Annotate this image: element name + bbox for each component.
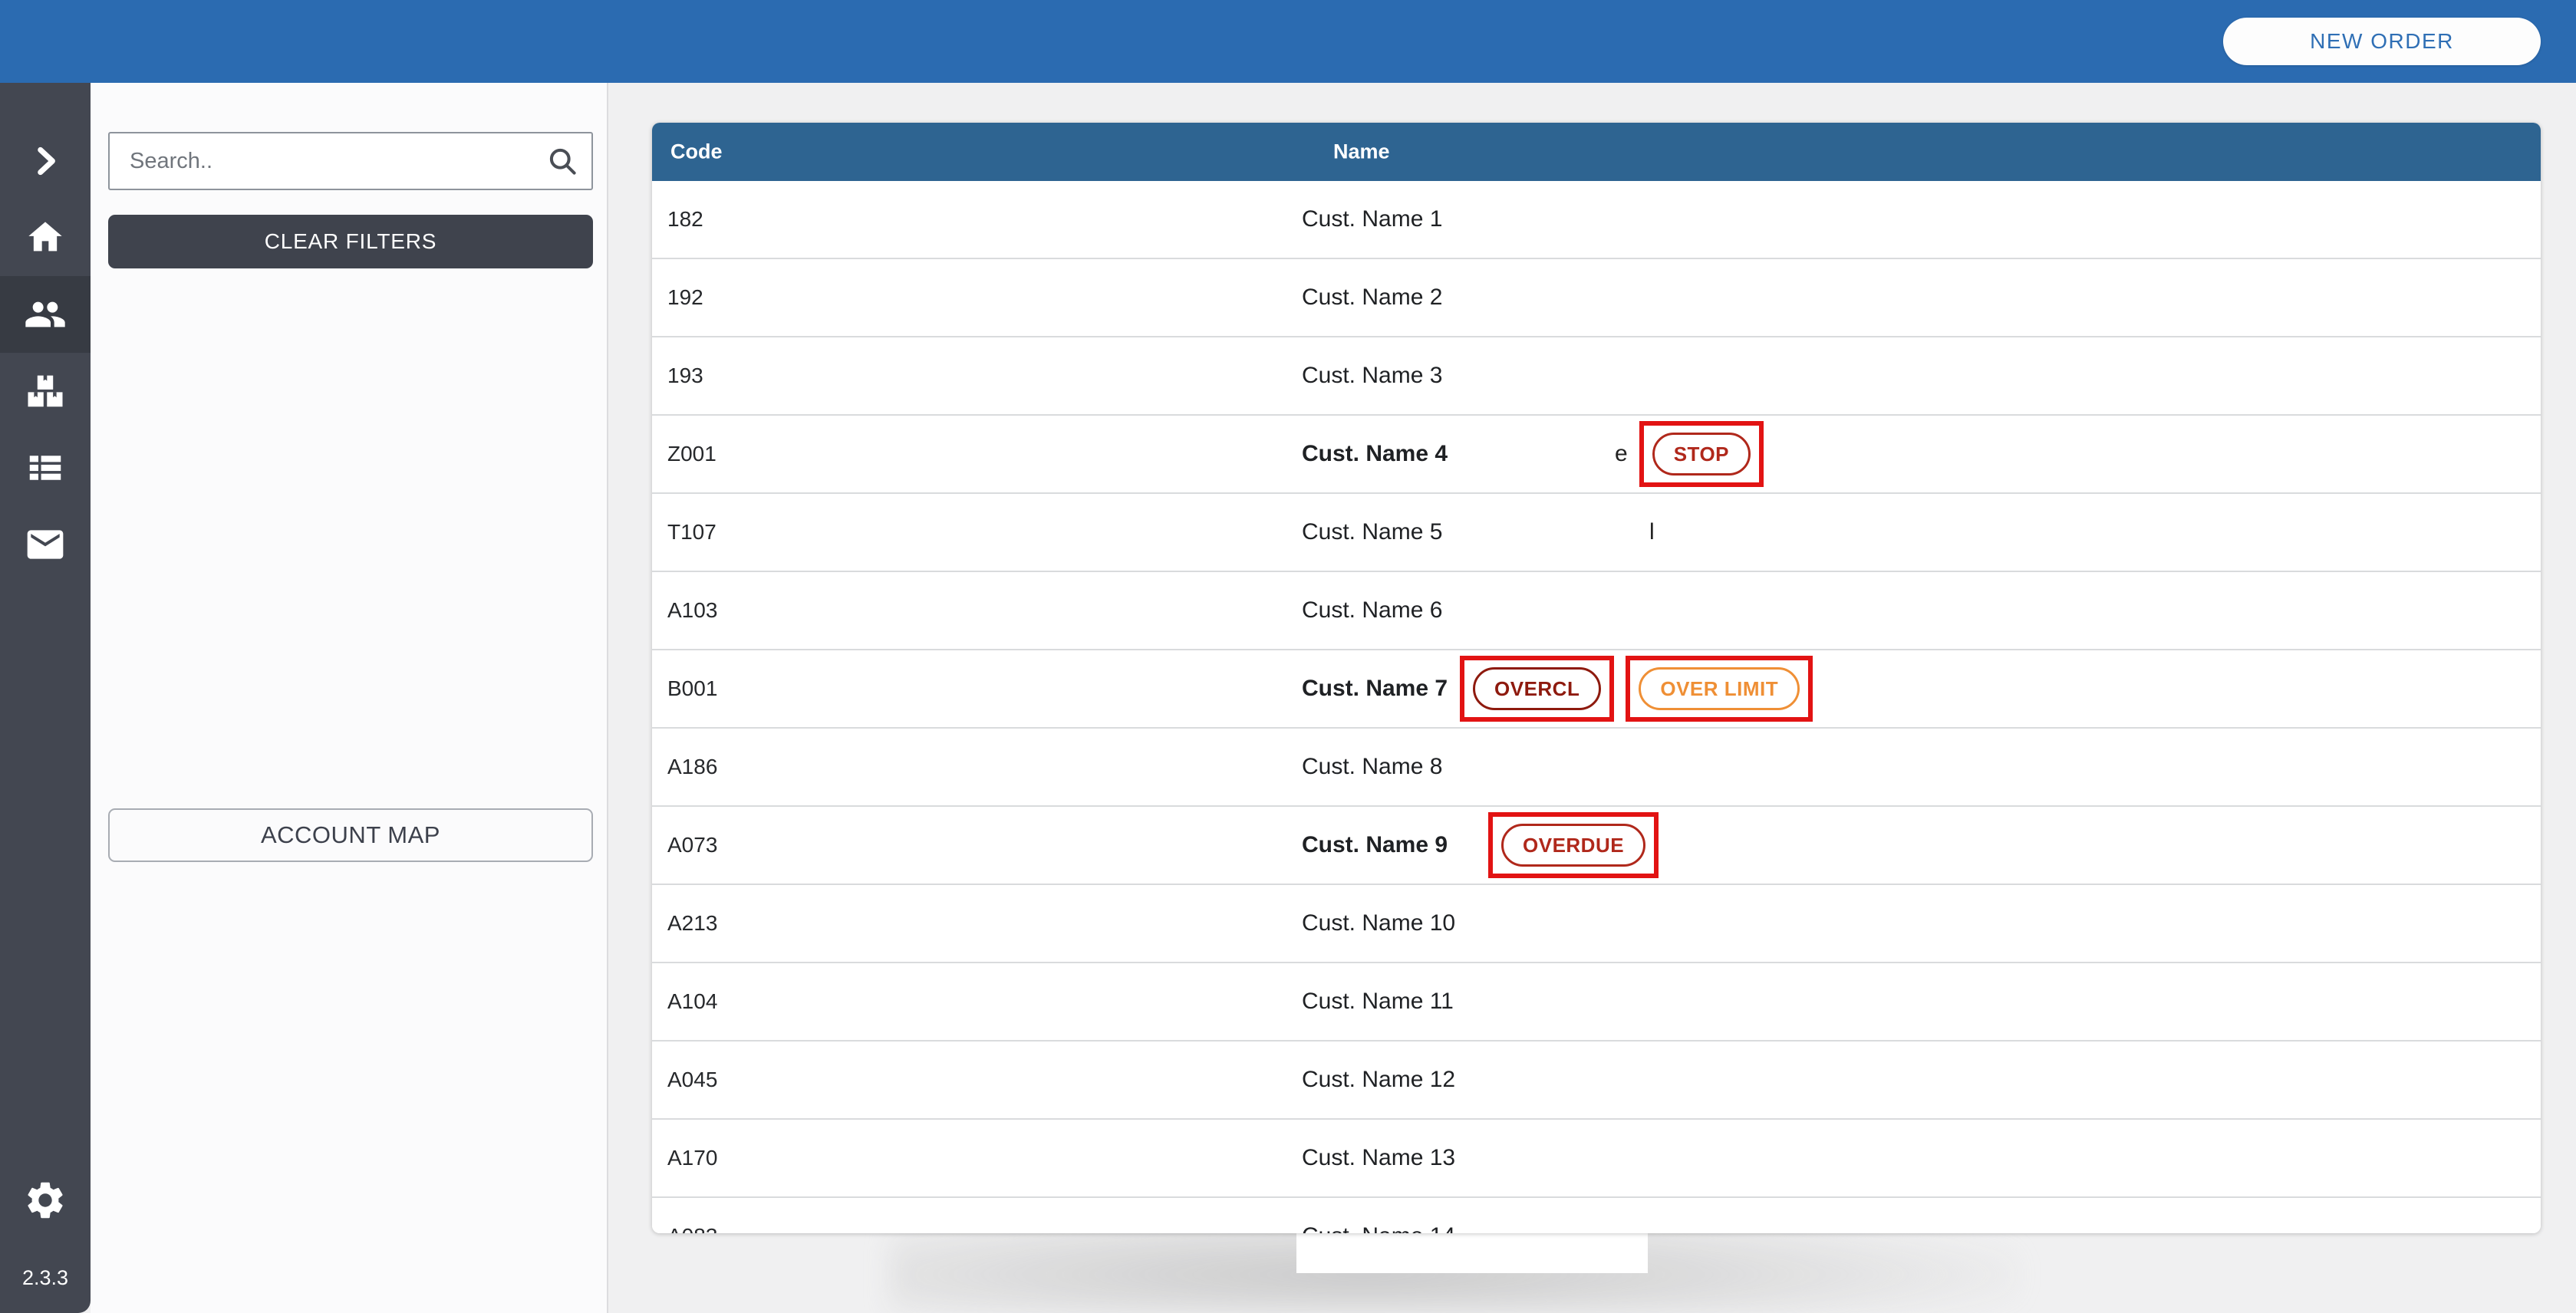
table-header: Code Name (652, 123, 2541, 181)
account-map-button[interactable]: ACCOUNT MAP (108, 808, 593, 862)
status-badge-stop: STOP (1652, 433, 1751, 476)
status-badge-over-limit: OVER LIMIT (1639, 667, 1800, 710)
table-row[interactable]: A103 Cust. Name 6 (652, 572, 2541, 650)
customer-code: 182 (667, 207, 703, 231)
customer-code: A104 (667, 989, 718, 1013)
customer-name: Cust. Name 14 (1302, 1223, 1455, 1233)
row-overflow-fragment (1296, 1227, 1648, 1273)
filter-panel: CLEAR FILTERS ACCOUNT MAP (91, 83, 608, 1313)
customer-name: Cust. Name 2 (1302, 285, 1443, 310)
row-status-extras: OVERCL OVER LIMIT (1460, 656, 1813, 722)
customer-code: T107 (667, 520, 716, 544)
table-row[interactable]: Z001 Cust. Name 4 e STOP (652, 416, 2541, 494)
customer-name: Cust. Name 4 (1302, 441, 1448, 466)
sidebar-item-orders[interactable] (0, 429, 91, 506)
customer-code: A073 (667, 833, 718, 857)
sidebar-item-expand[interactable] (0, 123, 91, 199)
table-body: 182 Cust. Name 1 192 Cust. Name 2 193 Cust. N… (652, 181, 2541, 1233)
sidebar: 2.3.3 (0, 83, 91, 1313)
customer-code: 193 (667, 364, 703, 387)
customer-name: Cust. Name 3 (1302, 363, 1443, 388)
new-order-button[interactable]: NEW ORDER (2223, 18, 2541, 65)
customer-code: A083 (667, 1224, 717, 1233)
sidebar-item-customers[interactable] (0, 276, 91, 353)
annotation-box: OVERCL (1460, 656, 1615, 722)
boxes-icon (25, 370, 66, 412)
row-status-extras: OVERDUE (1488, 812, 1659, 878)
status-badge-overdue: OVERDUE (1501, 824, 1646, 867)
customer-name: Cust. Name 12 (1302, 1067, 1456, 1092)
table-row[interactable]: B001 Cust. Name 7 OVERCL OVER LIMIT (652, 650, 2541, 729)
customer-code: B001 (667, 676, 718, 700)
customer-table: Code Name 182 Cust. Name 1 192 Cust. Name 2… (652, 123, 2541, 1233)
table-row[interactable]: 182 Cust. Name 1 (652, 181, 2541, 259)
column-header-name: Name (1333, 140, 1390, 163)
table-row[interactable]: 193 Cust. Name 3 (652, 337, 2541, 416)
gear-icon (23, 1178, 68, 1223)
topbar: NEW ORDER (0, 0, 2576, 83)
search-box (108, 132, 593, 190)
search-input[interactable] (108, 132, 593, 190)
customer-code: A103 (667, 598, 718, 622)
search-icon (545, 144, 579, 178)
people-icon (24, 293, 67, 336)
customer-code: A213 (667, 911, 718, 935)
table-row[interactable]: A083 Cust. Name 14 (652, 1198, 2541, 1233)
table-row[interactable]: A104 Cust. Name 11 (652, 963, 2541, 1042)
customer-name: Cust. Name 7 (1302, 676, 1448, 701)
sidebar-bottom: 2.3.3 (0, 1162, 91, 1313)
customer-name: Cust. Name 13 (1302, 1145, 1456, 1170)
customer-code: A045 (667, 1068, 718, 1091)
settings-button[interactable] (0, 1162, 91, 1239)
customer-name: Cust. Name 8 (1302, 754, 1443, 779)
sidebar-item-stock[interactable] (0, 353, 91, 429)
customer-name: Cust. Name 6 (1302, 597, 1443, 623)
sidebar-item-home[interactable] (0, 199, 91, 276)
customer-name: Cust. Name 9 (1302, 832, 1448, 857)
table-row[interactable]: T107 Cust. Name 5 l (652, 494, 2541, 572)
customer-code: A186 (667, 755, 718, 778)
sidebar-nav (0, 123, 91, 583)
annotation-box: OVER LIMIT (1626, 656, 1813, 722)
table-row[interactable]: A045 Cust. Name 12 (652, 1042, 2541, 1120)
annotation-box: STOP (1639, 421, 1764, 487)
table-row[interactable]: A186 Cust. Name 8 (652, 729, 2541, 807)
stray-text: e (1615, 441, 1628, 466)
customer-name: Cust. Name 5 (1302, 519, 1443, 545)
sidebar-item-messages[interactable] (0, 506, 91, 583)
mail-icon (24, 523, 67, 566)
table-row[interactable]: A213 Cust. Name 10 (652, 885, 2541, 963)
column-header-code: Code (670, 140, 723, 163)
customer-name: Cust. Name 11 (1302, 989, 1454, 1014)
status-badge-overcl: OVERCL (1473, 667, 1602, 710)
table-row[interactable]: 192 Cust. Name 2 (652, 259, 2541, 337)
chevron-right-icon (26, 142, 64, 180)
app-version: 2.3.3 (21, 1266, 69, 1289)
home-icon (25, 218, 65, 258)
clear-filters-button[interactable]: CLEAR FILTERS (108, 215, 593, 268)
table-row[interactable]: A170 Cust. Name 13 (652, 1120, 2541, 1198)
customer-code: A170 (667, 1146, 718, 1170)
customer-name: Cust. Name 1 (1302, 206, 1443, 232)
table-row[interactable]: A073 Cust. Name 9 OVERDUE (652, 807, 2541, 885)
stray-text: l (1649, 519, 1655, 545)
customer-name: Cust. Name 10 (1302, 910, 1456, 936)
customer-code: Z001 (667, 442, 716, 466)
customer-code: 192 (667, 285, 703, 309)
row-status-extras: e STOP (1615, 421, 1764, 487)
list-icon (25, 447, 66, 489)
row-status-extras: l (1649, 519, 1655, 545)
annotation-box: OVERDUE (1488, 812, 1659, 878)
